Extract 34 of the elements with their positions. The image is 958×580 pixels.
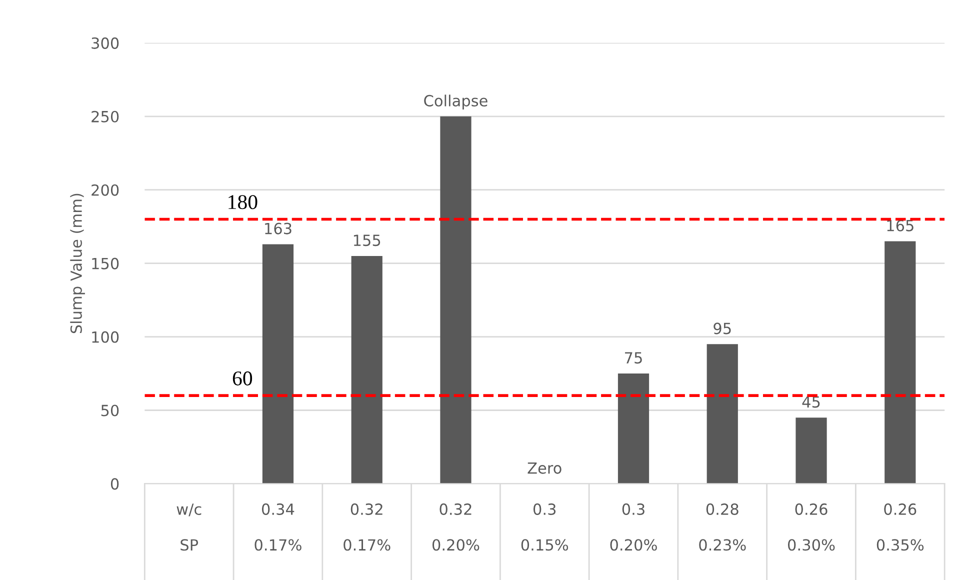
category-label: 0.34 0.17% [254, 503, 302, 551]
category-label: 0.26 0.35% [876, 503, 924, 551]
bar [440, 116, 472, 484]
category-label: w/c SP [176, 504, 202, 551]
y-tick-label: 0 [110, 478, 119, 490]
category-label: 0.3 0.15% [521, 503, 568, 551]
category-label: 0.32 0.17% [344, 503, 390, 551]
ref-line-label: 60 [232, 371, 252, 386]
bar [618, 374, 650, 484]
y-tick-label: 100 [92, 331, 119, 343]
data-label: Collapse [424, 94, 488, 110]
category-label: 0.32 0.20% [432, 503, 480, 551]
y-axis-title: Slump Value (mm) [70, 194, 85, 334]
category-label: 0.3 0.20% [610, 503, 657, 551]
bar [796, 418, 827, 484]
bar [706, 344, 738, 484]
data-label: 163 [265, 222, 292, 234]
data-label: 45 [802, 396, 820, 408]
bar [884, 241, 916, 484]
bar [262, 244, 294, 484]
y-tick-label: 150 [92, 258, 119, 270]
category-label: 0.28 0.23% [699, 503, 746, 551]
y-tick-label: 50 [101, 404, 119, 416]
y-tick-label: 300 [92, 37, 119, 49]
data-label: 165 [887, 220, 914, 232]
data-label: 95 [714, 322, 731, 334]
y-tick-label: 250 [92, 110, 119, 122]
bar [351, 256, 382, 484]
ref-line-label: 180 [228, 195, 258, 210]
y-tick-label: 200 [92, 184, 119, 196]
data-label: 155 [354, 234, 380, 246]
data-label: Zero [528, 462, 562, 474]
data-label: 75 [625, 352, 642, 364]
category-label: 0.26 0.30% [788, 503, 835, 551]
